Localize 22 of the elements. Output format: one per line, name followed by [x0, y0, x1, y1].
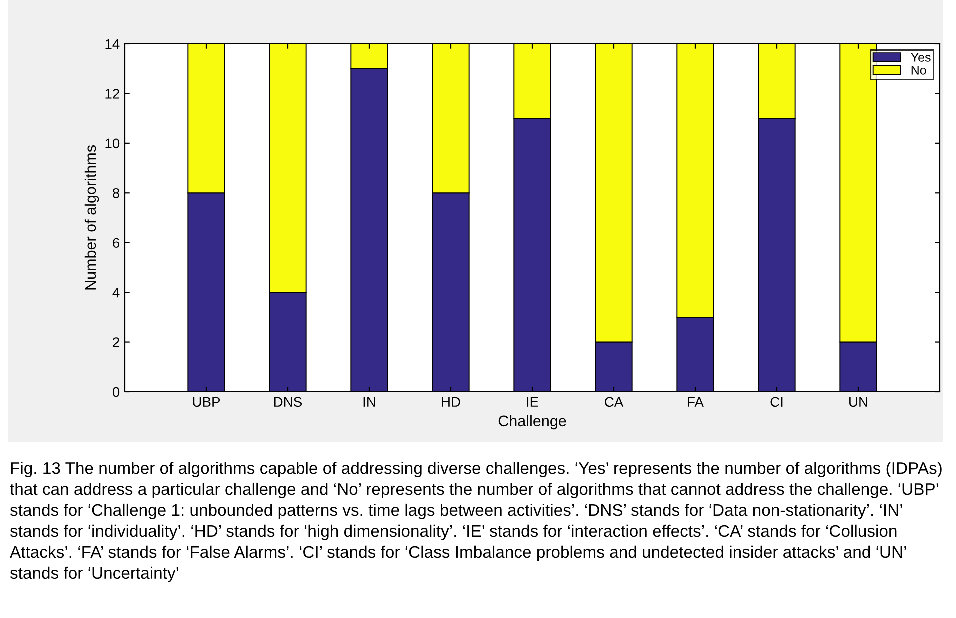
- x-tick-label: CA: [605, 397, 624, 408]
- y-tick-label: 10: [106, 138, 120, 149]
- x-axis-title: Challenge: [498, 415, 566, 430]
- x-tick-label: IE: [527, 397, 538, 407]
- x-tick-label: DNS: [274, 397, 302, 408]
- y-tick-label: 4: [112, 288, 120, 298]
- x-tick-label: CI: [770, 397, 783, 408]
- caption: Fig. 13 The number of algorithms capable of addressing diverse challenges. ‘Yes’ represents the number of algorithms (IDPAs) that can address a particular challenge and ‘No’ represents the number of algorithms that cannot address the challenge. ‘UBP’ stands for ‘Challenge 1: unbounded patterns vs. time lags between activities’. ‘DNS’ stands for ‘Data non-stationarity’. ‘IN’ stands for ‘individuality’. ‘HD’ stands for ‘high dimensionality’. ‘IE’ stands for ‘interaction effects’. ‘CA’ stands for ‘Collusion Attacks’. ‘FA’ stands for ‘False Alarms’. ‘CI’ stands for ‘Class Imbalance problems and undetected insider attacks’ and ‘UN’ stands for ‘Uncertainty’: [10, 462, 942, 582]
- x-tick-label: UBP: [193, 397, 220, 408]
- legend-label: No: [912, 66, 926, 75]
- x-tick-label: IN: [364, 397, 376, 407]
- y-tick-label: 14: [106, 39, 120, 50]
- y-tick-label: 2: [113, 338, 120, 348]
- y-tick-label: 0: [112, 387, 120, 398]
- x-tick-label: FA: [688, 397, 704, 407]
- x-tick-label: UN: [850, 397, 868, 408]
- y-axis-title: Number of algorithms: [84, 146, 100, 290]
- y-tick-label: 6: [113, 238, 120, 248]
- y-tick-label: 8: [113, 188, 120, 198]
- x-tick-label: HD: [442, 397, 460, 407]
- y-tick-label: 12: [106, 89, 120, 99]
- legend-label: Yes: [911, 53, 931, 62]
